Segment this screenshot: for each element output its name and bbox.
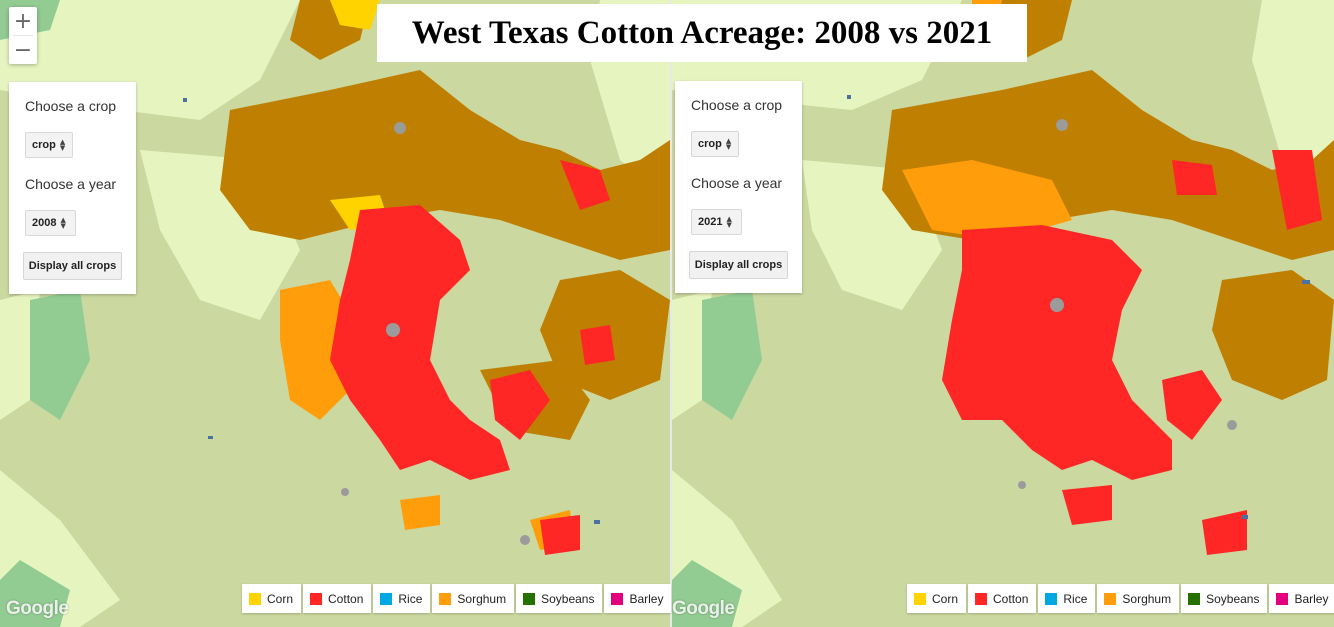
zoom-in-button[interactable]: +	[13, 8, 33, 34]
crop-select[interactable]: crop ▲ ▼	[25, 132, 73, 158]
select-arrows-icon: ▲ ▼	[725, 137, 732, 151]
legend-item-rice: Rice	[1038, 584, 1096, 613]
legend-label: Soybeans	[1206, 591, 1260, 606]
year-select-value: 2008	[32, 217, 57, 229]
select-arrows-icon: ▲ ▼	[59, 138, 66, 152]
crop-label: Choose a crop	[25, 98, 117, 114]
legend-label: Corn	[267, 591, 294, 606]
display-all-crops-button[interactable]: Display all crops	[23, 252, 122, 280]
swatch-barley	[611, 592, 624, 605]
page-title: West Texas Cotton Acreage: 2008 vs 2021	[377, 4, 1027, 62]
legend-label: Sorghum	[457, 591, 507, 606]
legend-label: Sorghum	[1122, 591, 1172, 606]
swatch-soybeans	[523, 592, 536, 605]
google-logo: Google	[672, 598, 735, 619]
year-select[interactable]: 2021 ▲ ▼	[691, 209, 742, 235]
legend-label: Barley	[1294, 591, 1329, 606]
swatch-cotton	[975, 592, 988, 605]
legend-label: Rice	[398, 591, 423, 606]
swatch-cotton	[310, 592, 323, 605]
legend-item-sorghum: Sorghum	[1097, 584, 1180, 613]
swatch-sorghum	[1104, 592, 1117, 605]
year-label: Choose a year	[25, 176, 117, 192]
zoom-control: + −	[9, 7, 37, 64]
legend-label: Cotton	[328, 591, 364, 606]
legend-item-soybeans: Soybeans	[1181, 584, 1268, 613]
crop-select-value: crop	[32, 139, 56, 151]
panel-divider	[670, 0, 672, 627]
crop-select[interactable]: crop ▲ ▼	[691, 131, 739, 157]
controls-panel-2008: Choose a crop crop ▲ ▼ Choose a year 2008…	[9, 82, 136, 294]
swatch-corn	[914, 592, 926, 605]
legend-item-soybeans: Soybeans	[516, 584, 603, 613]
swatch-sorghum	[439, 592, 452, 605]
zoom-out-button[interactable]: −	[13, 37, 33, 63]
legend-item-corn: Corn	[907, 584, 967, 613]
display-all-crops-button[interactable]: Display all crops	[689, 251, 788, 279]
select-arrows-icon: ▲ ▼	[726, 215, 732, 229]
year-label: Choose a year	[691, 175, 783, 191]
swatch-barley	[1276, 592, 1289, 605]
legend-label: Corn	[932, 591, 959, 606]
swatch-corn	[249, 592, 261, 605]
swatch-rice	[1045, 592, 1058, 605]
crop-select-value: crop	[698, 138, 722, 150]
swatch-rice	[380, 592, 393, 605]
year-select[interactable]: 2008 ▲ ▼	[25, 210, 76, 236]
legend-label: Cotton	[993, 591, 1029, 606]
legend-label: Soybeans	[541, 591, 595, 606]
legend-item-cotton: Cotton	[303, 584, 372, 613]
legend-item-sorghum: Sorghum	[432, 584, 515, 613]
zoom-divider	[13, 35, 33, 36]
crop-legend-2021: Corn Cotton Rice Sorghum Soybeans Barley	[907, 584, 1334, 613]
legend-label: Rice	[1063, 591, 1088, 606]
legend-item-rice: Rice	[373, 584, 431, 613]
crop-legend-2008: Corn Cotton Rice Sorghum Soybeans Barley	[242, 584, 673, 613]
swatch-soybeans	[1188, 592, 1201, 605]
year-select-value: 2021	[698, 216, 723, 228]
controls-panel-2021: Choose a crop crop ▲ ▼ Choose a year 2021…	[675, 81, 802, 293]
legend-item-corn: Corn	[242, 584, 302, 613]
legend-label: Barley	[629, 591, 664, 606]
legend-item-barley: Barley	[604, 584, 672, 613]
select-arrows-icon: ▲ ▼	[60, 216, 66, 230]
legend-item-cotton: Cotton	[968, 584, 1037, 613]
legend-item-barley: Barley	[1269, 584, 1334, 613]
google-logo: Google	[6, 598, 69, 619]
crop-label: Choose a crop	[691, 97, 783, 113]
